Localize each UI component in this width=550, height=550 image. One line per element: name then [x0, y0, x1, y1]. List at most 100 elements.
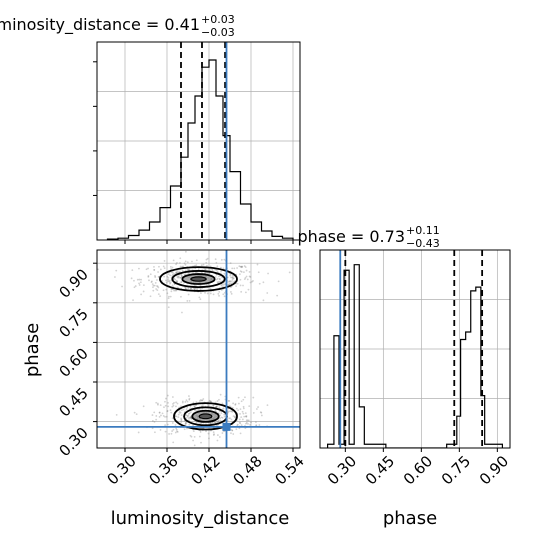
posterior-sample-point — [235, 428, 238, 431]
posterior-sample-point — [168, 280, 171, 283]
posterior-sample-point — [204, 291, 206, 294]
posterior-sample-point — [167, 405, 170, 408]
posterior-sample-point — [174, 431, 177, 434]
luminosity-distance-histogram-step — [106, 59, 294, 240]
posterior-sample-point — [192, 401, 195, 404]
posterior-sample-point — [160, 414, 162, 417]
posterior-sample-point — [177, 416, 180, 419]
posterior-sample-point — [155, 418, 158, 421]
posterior-sample-point — [223, 291, 226, 294]
posterior-sample-point — [230, 292, 233, 295]
posterior-sample-point — [199, 284, 202, 287]
posterior-sample-point — [188, 398, 191, 401]
posterior-sample-point — [171, 422, 174, 424]
phase-histogram-frame — [319, 249, 511, 449]
posterior-sample-point — [165, 397, 167, 400]
posterior-sample-point — [180, 295, 182, 298]
posterior-sample-point — [216, 420, 219, 423]
posterior-sample-point — [243, 265, 246, 267]
posterior-sample-point — [241, 265, 243, 268]
posterior-sample-point — [140, 293, 143, 296]
posterior-sample-point — [240, 400, 243, 403]
posterior-sample-point — [260, 414, 263, 417]
posterior-sample-point — [211, 269, 213, 271]
luminosity-distance-title-upper-error: +0.03 — [201, 13, 235, 26]
density-contour-level — [173, 402, 238, 431]
posterior-sample-point — [172, 404, 175, 407]
posterior-sample-point — [267, 272, 269, 275]
posterior-sample-point — [228, 280, 231, 283]
phase-y-tick-label: 0.30 — [55, 424, 91, 460]
posterior-sample-point — [218, 436, 221, 438]
posterior-sample-point — [220, 258, 223, 261]
posterior-sample-point — [138, 278, 141, 281]
posterior-sample-point — [209, 287, 212, 290]
posterior-sample-point — [153, 411, 156, 414]
posterior-sample-point — [192, 439, 194, 442]
posterior-sample-point — [149, 273, 152, 276]
posterior-sample-point — [165, 281, 168, 284]
posterior-sample-point — [179, 265, 182, 268]
posterior-sample-point — [266, 292, 269, 294]
posterior-sample-point — [200, 441, 202, 444]
posterior-sample-point — [186, 415, 189, 418]
posterior-sample-point — [199, 399, 202, 401]
posterior-sample-point — [207, 432, 210, 435]
posterior-sample-point — [228, 282, 231, 285]
posterior-sample-point — [180, 273, 183, 276]
posterior-sample-point — [178, 270, 181, 273]
density-contour-core — [198, 413, 213, 420]
posterior-sample-point — [239, 278, 242, 281]
posterior-sample-point — [212, 434, 215, 436]
posterior-sample-point — [152, 284, 155, 287]
posterior-sample-point — [175, 415, 178, 418]
posterior-sample-point — [216, 439, 219, 442]
posterior-sample-point — [176, 402, 179, 405]
posterior-sample-point — [185, 399, 188, 402]
posterior-sample-point — [170, 271, 173, 274]
posterior-sample-point — [175, 271, 178, 274]
posterior-sample-point — [169, 295, 172, 298]
posterior-sample-point — [193, 284, 196, 287]
posterior-sample-point — [238, 402, 240, 405]
posterior-sample-point — [217, 281, 220, 284]
posterior-sample-point — [150, 281, 153, 283]
posterior-sample-point — [177, 270, 179, 273]
posterior-sample-point — [205, 430, 207, 433]
posterior-sample-point — [220, 270, 222, 273]
posterior-sample-point — [152, 289, 155, 292]
posterior-sample-point — [167, 402, 169, 404]
posterior-sample-point — [230, 418, 233, 421]
posterior-sample-point — [180, 418, 183, 421]
posterior-sample-point — [182, 265, 185, 268]
posterior-sample-point — [131, 269, 134, 272]
posterior-sample-point — [163, 275, 166, 278]
posterior-sample-point — [249, 276, 252, 278]
posterior-sample-point — [166, 394, 169, 397]
posterior-sample-point — [187, 417, 190, 420]
posterior-sample-point — [195, 259, 198, 262]
posterior-sample-point — [151, 414, 154, 416]
posterior-sample-point — [163, 267, 166, 270]
posterior-sample-point — [219, 414, 221, 417]
posterior-sample-point — [221, 276, 224, 279]
posterior-sample-point — [231, 429, 234, 432]
posterior-sample-point — [188, 269, 190, 271]
posterior-sample-point — [200, 292, 202, 294]
posterior-sample-point — [187, 287, 190, 290]
phase-y-ticks: 0.30 0.450.60 0.75 0.90 — [55, 262, 97, 460]
posterior-sample-point — [213, 433, 215, 436]
posterior-sample-point — [193, 444, 196, 447]
posterior-sample-point — [186, 427, 188, 430]
posterior-sample-point — [238, 265, 241, 268]
posterior-sample-point — [196, 288, 199, 291]
posterior-sample-point — [175, 280, 178, 282]
posterior-sample-point — [219, 410, 221, 413]
posterior-sample-point — [180, 421, 183, 424]
posterior-sample-point — [227, 283, 230, 286]
posterior-sample-point — [130, 277, 133, 280]
posterior-sample-point — [216, 405, 218, 408]
posterior-sample-point — [184, 401, 187, 403]
posterior-sample-point — [234, 403, 237, 406]
posterior-sample-point — [184, 273, 187, 276]
